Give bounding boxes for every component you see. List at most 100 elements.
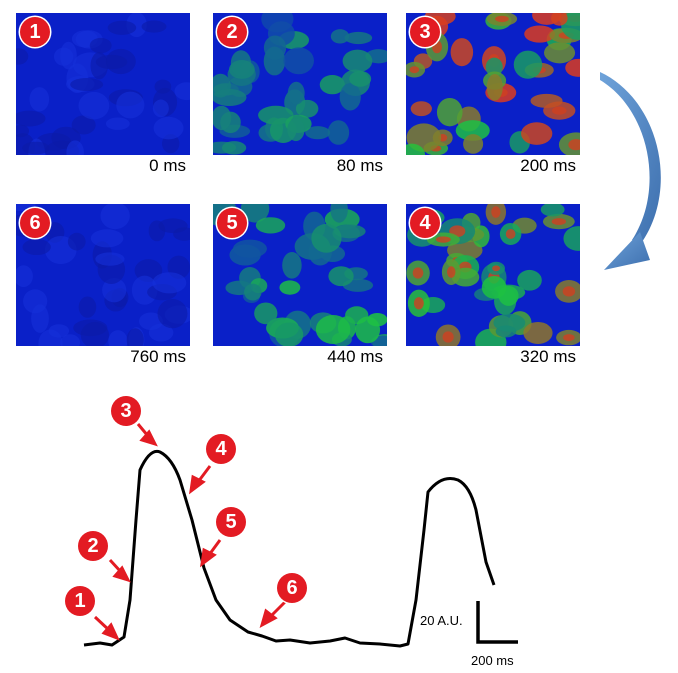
- cell-hotspot: [551, 218, 566, 226]
- frame-badge: 5: [217, 208, 247, 238]
- cell: [158, 218, 188, 234]
- frame-badge: 2: [217, 17, 247, 47]
- cell: [95, 252, 125, 266]
- cell: [90, 229, 124, 248]
- frame-badge: 3: [410, 17, 440, 47]
- frame-time-label: 80 ms: [336, 156, 383, 175]
- cell: [67, 232, 86, 251]
- frame-time-label: 200 ms: [520, 156, 576, 175]
- cell: [221, 141, 247, 155]
- trace-marker-4: 4: [206, 434, 236, 464]
- cell: [450, 38, 474, 67]
- cell: [485, 57, 503, 77]
- cell: [240, 204, 270, 223]
- cell: [152, 99, 169, 118]
- cell: [213, 88, 247, 106]
- cell: [126, 328, 144, 346]
- scale-horizontal-label: 200 ms: [471, 653, 514, 668]
- cell: [344, 31, 373, 45]
- cell: [319, 74, 345, 95]
- cell: [157, 298, 188, 329]
- cell-hotspot: [495, 15, 509, 23]
- frame-time-label: 0 ms: [149, 156, 186, 175]
- cell: [551, 13, 568, 26]
- cell: [29, 87, 50, 112]
- cell: [22, 141, 50, 155]
- calcium-frame-6: 6: [16, 204, 190, 346]
- cell: [305, 126, 331, 140]
- cell: [349, 70, 372, 87]
- cell: [327, 120, 350, 145]
- frame-badge: 6: [20, 208, 50, 238]
- scale-vertical-label: 20 A.U.: [420, 613, 463, 628]
- cell: [100, 204, 130, 230]
- cell: [152, 272, 187, 294]
- cell: [153, 116, 184, 140]
- cell: [31, 304, 49, 333]
- cell: [521, 122, 553, 145]
- cell: [311, 223, 342, 253]
- cell: [544, 42, 576, 64]
- cell-hotspot: [492, 265, 501, 272]
- cell: [22, 239, 51, 256]
- cell: [232, 239, 267, 258]
- cell: [274, 322, 304, 346]
- cell: [16, 48, 29, 65]
- cell: [254, 302, 278, 325]
- calcium-frame-5: 5: [213, 204, 387, 346]
- cell: [315, 314, 351, 344]
- cell: [436, 97, 463, 127]
- cell: [342, 49, 373, 73]
- cell: [563, 226, 580, 251]
- cell: [513, 50, 543, 79]
- cell: [108, 330, 128, 346]
- calcium-frame-3: 3: [406, 13, 580, 155]
- cell: [141, 20, 167, 33]
- frame-badge: 1: [20, 17, 50, 47]
- cell: [283, 47, 314, 75]
- scale-bar: [476, 601, 518, 644]
- cell: [255, 217, 286, 234]
- cell: [174, 82, 190, 101]
- cell: [287, 118, 305, 142]
- cell: [524, 25, 555, 43]
- cell: [523, 321, 553, 344]
- cell: [107, 20, 137, 35]
- cell: [16, 110, 46, 127]
- cell: [455, 120, 490, 141]
- cell: [282, 252, 302, 279]
- cell: [53, 47, 74, 66]
- cell: [258, 105, 294, 125]
- cell: [493, 313, 526, 332]
- cycle-arrow: [600, 72, 661, 270]
- trace-marker-3: 3: [111, 396, 141, 426]
- calcium-frame-1: 1: [16, 13, 190, 155]
- cell: [89, 37, 112, 54]
- cell: [16, 124, 30, 138]
- cell: [102, 277, 127, 303]
- cell-hotspot: [435, 236, 451, 243]
- frame-time-label: 760 ms: [130, 347, 186, 366]
- cell: [71, 115, 96, 135]
- cell-hotspot: [409, 66, 420, 74]
- trace-marker-5: 5: [216, 507, 246, 537]
- cell: [70, 77, 104, 91]
- cell: [16, 265, 33, 288]
- trace-marker-1: 1: [65, 586, 95, 616]
- cell-hotspot: [505, 229, 516, 239]
- cell: [463, 134, 484, 154]
- trace-marker-2: 2: [78, 531, 108, 561]
- cell-hotspot: [562, 286, 576, 297]
- cell: [355, 316, 381, 344]
- cell-hotspot: [413, 297, 424, 310]
- cell: [517, 269, 542, 291]
- cell: [116, 91, 145, 119]
- cell: [333, 224, 366, 239]
- cell-hotspot: [491, 206, 501, 218]
- cell: [66, 140, 84, 155]
- frame-badge: 4: [410, 208, 440, 238]
- cell-hotspot: [447, 266, 456, 278]
- cell: [263, 35, 287, 60]
- cell-hotspot: [563, 334, 575, 342]
